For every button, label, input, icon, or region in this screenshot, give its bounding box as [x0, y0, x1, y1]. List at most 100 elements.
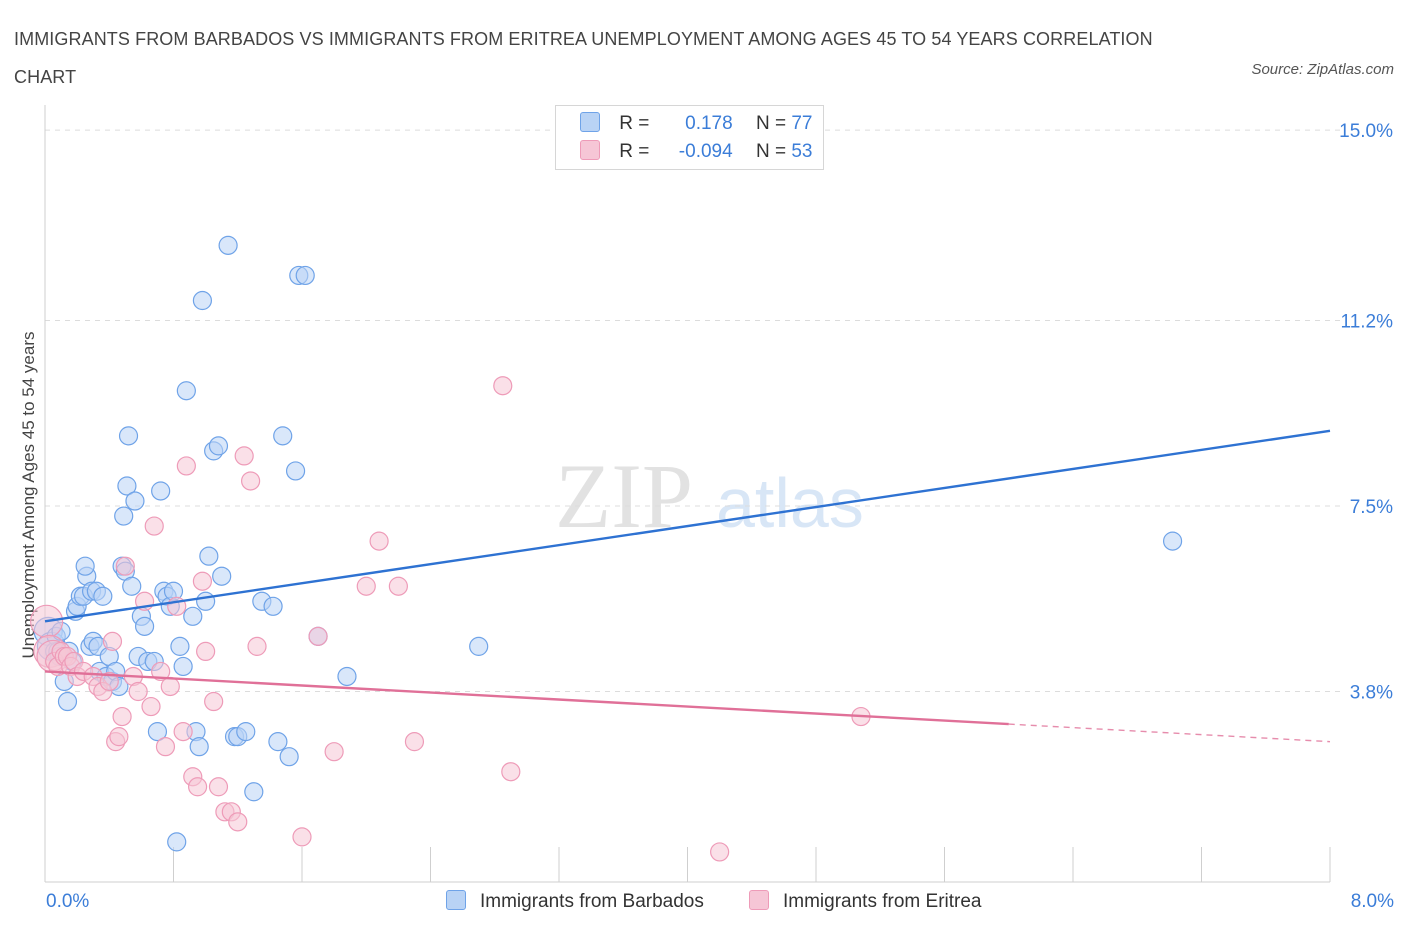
- source-credit: Source: ZipAtlas.com: [1251, 61, 1394, 78]
- data-point: [244, 782, 264, 802]
- data-point: [160, 676, 180, 697]
- legend-row-barbados: R = 0.178 N = 77: [580, 111, 812, 137]
- data-point: [134, 616, 155, 636]
- data-point: [208, 777, 229, 797]
- data-point: [369, 531, 389, 551]
- trend-line: [44, 429, 1331, 623]
- y-tick-label: 7.5%: [1350, 497, 1393, 518]
- chart-title: IMMIGRANTS FROM BARBADOS VS IMMIGRANTS F…: [14, 29, 1153, 87]
- legend-row-eritrea: R = -0.094 N = 53: [580, 139, 812, 165]
- trend-layer: [44, 429, 1331, 743]
- data-point: [144, 516, 164, 536]
- data-point: [147, 722, 168, 742]
- data-point: [263, 596, 283, 616]
- data-point: [192, 290, 213, 311]
- data-point: [228, 812, 248, 832]
- data-point: [501, 762, 521, 782]
- data-point: [234, 446, 254, 466]
- data-point: [1162, 531, 1183, 551]
- data-point: [241, 471, 261, 491]
- series-legend-eritrea: Immigrants from Eritrea: [749, 890, 981, 913]
- trend-line: [44, 670, 1009, 726]
- data-point: [115, 556, 135, 576]
- data-point: [356, 576, 376, 596]
- data-point: [151, 661, 171, 682]
- correlation-legend: R = 0.178 N = 77 R = -0.094 N = 53: [555, 105, 824, 170]
- data-point: [114, 506, 134, 526]
- legend-n-label: N =: [755, 113, 787, 134]
- data-point: [212, 566, 232, 586]
- data-point: [176, 456, 196, 476]
- data-point: [102, 631, 123, 651]
- data-point: [710, 842, 730, 862]
- data-point: [208, 436, 229, 456]
- data-point: [337, 666, 357, 687]
- data-point: [285, 461, 306, 481]
- data-point: [308, 626, 328, 646]
- data-point: [247, 636, 267, 656]
- data-point: [199, 546, 219, 566]
- data-point: [75, 556, 95, 576]
- legend-r-label: R =: [619, 113, 650, 134]
- data-point: [128, 681, 148, 702]
- legend-n-label: N =: [755, 141, 787, 162]
- legend-swatch-barbados: [580, 112, 600, 132]
- data-point: [268, 732, 288, 752]
- data-point: [170, 636, 190, 656]
- data-point: [295, 265, 315, 286]
- legend-r-value-eritrea: -0.094: [678, 141, 733, 162]
- data-point: [176, 381, 196, 401]
- data-point: [292, 827, 312, 847]
- data-point: [173, 722, 193, 742]
- y-tick-label: 15.0%: [1339, 121, 1393, 142]
- data-point: [93, 586, 113, 606]
- series-swatch-barbados: [446, 890, 466, 910]
- legend-n-value-barbados: 77: [791, 113, 813, 134]
- data-point: [167, 832, 187, 852]
- data-point: [117, 476, 137, 496]
- series-name-eritrea: Immigrants from Eritrea: [783, 891, 982, 912]
- data-point: [218, 235, 238, 255]
- trend-line-extension: [1008, 723, 1331, 743]
- data-point: [279, 747, 299, 767]
- legend-swatch-eritrea: [580, 140, 600, 160]
- data-point: [141, 696, 161, 717]
- data-point: [122, 576, 142, 596]
- data-point: [204, 691, 224, 712]
- data-point: [57, 691, 78, 712]
- series-name-barbados: Immigrants from Barbados: [480, 891, 704, 912]
- data-point: [388, 576, 408, 596]
- data-point: [196, 641, 216, 662]
- legend-r-value-barbados: 0.178: [685, 113, 733, 134]
- series-legend-barbados: Immigrants from Barbados: [446, 890, 704, 913]
- data-point: [155, 737, 176, 757]
- data-point: [112, 706, 132, 727]
- data-point: [493, 376, 513, 396]
- watermark-zip: ZIP: [555, 445, 693, 547]
- data-point: [187, 777, 208, 797]
- series-legend: Immigrants from Barbados Immigrants from…: [0, 890, 1406, 914]
- x-tick-label-min: 0.0%: [46, 891, 90, 912]
- data-point: [118, 426, 139, 446]
- data-point: [99, 671, 119, 692]
- data-point: [196, 591, 216, 611]
- data-point: [324, 742, 344, 762]
- data-point: [173, 656, 193, 677]
- grid-layer: [45, 129, 1340, 693]
- data-point: [273, 426, 293, 446]
- y-tick-label: 3.8%: [1350, 683, 1393, 704]
- data-point: [404, 732, 425, 752]
- data-point: [236, 722, 256, 742]
- data-point: [189, 737, 209, 757]
- x-tick-label-max: 8.0%: [1350, 891, 1394, 912]
- data-point: [109, 727, 129, 747]
- axis-layer: [44, 105, 1331, 883]
- data-point: [125, 491, 145, 511]
- data-point: [192, 571, 213, 591]
- data-point: [469, 636, 489, 656]
- data-point: [183, 606, 203, 626]
- legend-r-label: R =: [619, 141, 650, 162]
- y-tick-label: 11.2%: [1341, 312, 1394, 333]
- data-point: [151, 481, 171, 501]
